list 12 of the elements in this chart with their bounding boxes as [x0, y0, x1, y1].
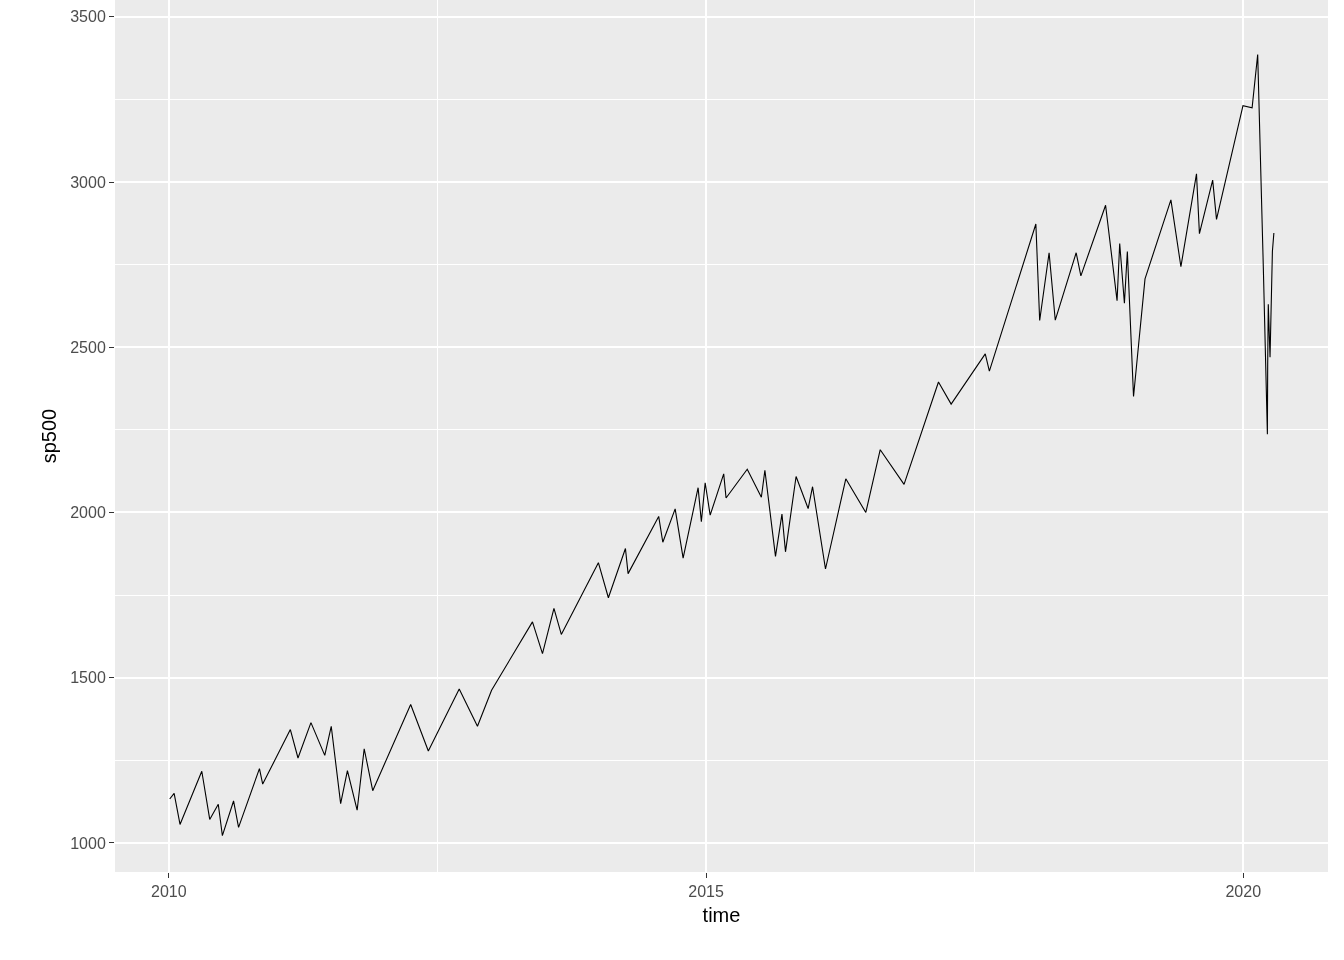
- y-tick-label: 1000: [70, 834, 106, 852]
- y-tick-label: 2000: [70, 504, 106, 522]
- x-tick-label: 2020: [1225, 883, 1262, 901]
- y-tick-label: 2500: [70, 338, 106, 356]
- y-tick-label: 3500: [70, 8, 106, 26]
- y-tick-label: 1500: [70, 669, 106, 687]
- x-axis-title: time: [702, 903, 741, 926]
- y-axis-title: sp500: [37, 408, 60, 464]
- x-tick-label: 2010: [151, 883, 187, 901]
- x-tick-label: 2015: [688, 883, 724, 901]
- y-tick-label: 3000: [70, 173, 106, 191]
- line-series: [169, 53, 1275, 837]
